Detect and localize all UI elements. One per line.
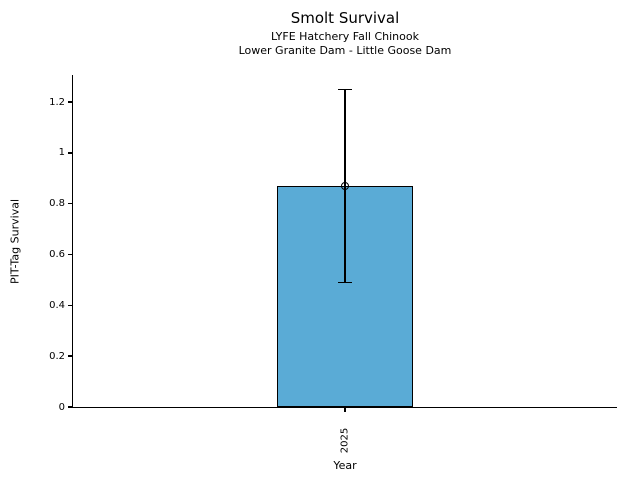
y-tick-label: 1 xyxy=(58,147,65,159)
y-tick-mark xyxy=(68,304,72,306)
chart-subtitle-line2: Lower Granite Dam - Little Goose Dam xyxy=(238,44,452,57)
data-point-marker xyxy=(341,182,349,190)
y-tick-label: 0.8 xyxy=(49,198,65,210)
x-axis-label: Year xyxy=(333,459,357,472)
y-tick-label: 0.6 xyxy=(49,249,65,261)
y-tick-mark xyxy=(68,101,72,103)
x-tick-label: 2025 xyxy=(339,427,351,454)
y-axis-label: PIT-Tag Survival xyxy=(8,199,22,285)
y-tick-mark xyxy=(68,253,72,256)
chart-subtitle-line1: LYFE Hatchery Fall Chinook xyxy=(271,30,419,43)
y-tick-label: 0.4 xyxy=(49,299,65,311)
x-tick-mark xyxy=(344,407,346,412)
y-tick-mark xyxy=(68,355,72,357)
y-tick-mark xyxy=(68,406,72,408)
y-axis-spine xyxy=(72,75,74,408)
error-bar-cap-bottom xyxy=(338,281,352,284)
y-tick-mark xyxy=(68,152,72,154)
y-tick-label: 0 xyxy=(58,401,65,413)
y-tick-mark xyxy=(68,203,72,205)
error-bar-cap-top xyxy=(338,88,352,91)
chart-title: Smolt Survival xyxy=(290,9,400,27)
y-tick-label: 1.2 xyxy=(49,96,65,108)
x-axis-spine xyxy=(72,406,617,408)
y-tick-label: 0.2 xyxy=(49,350,65,362)
